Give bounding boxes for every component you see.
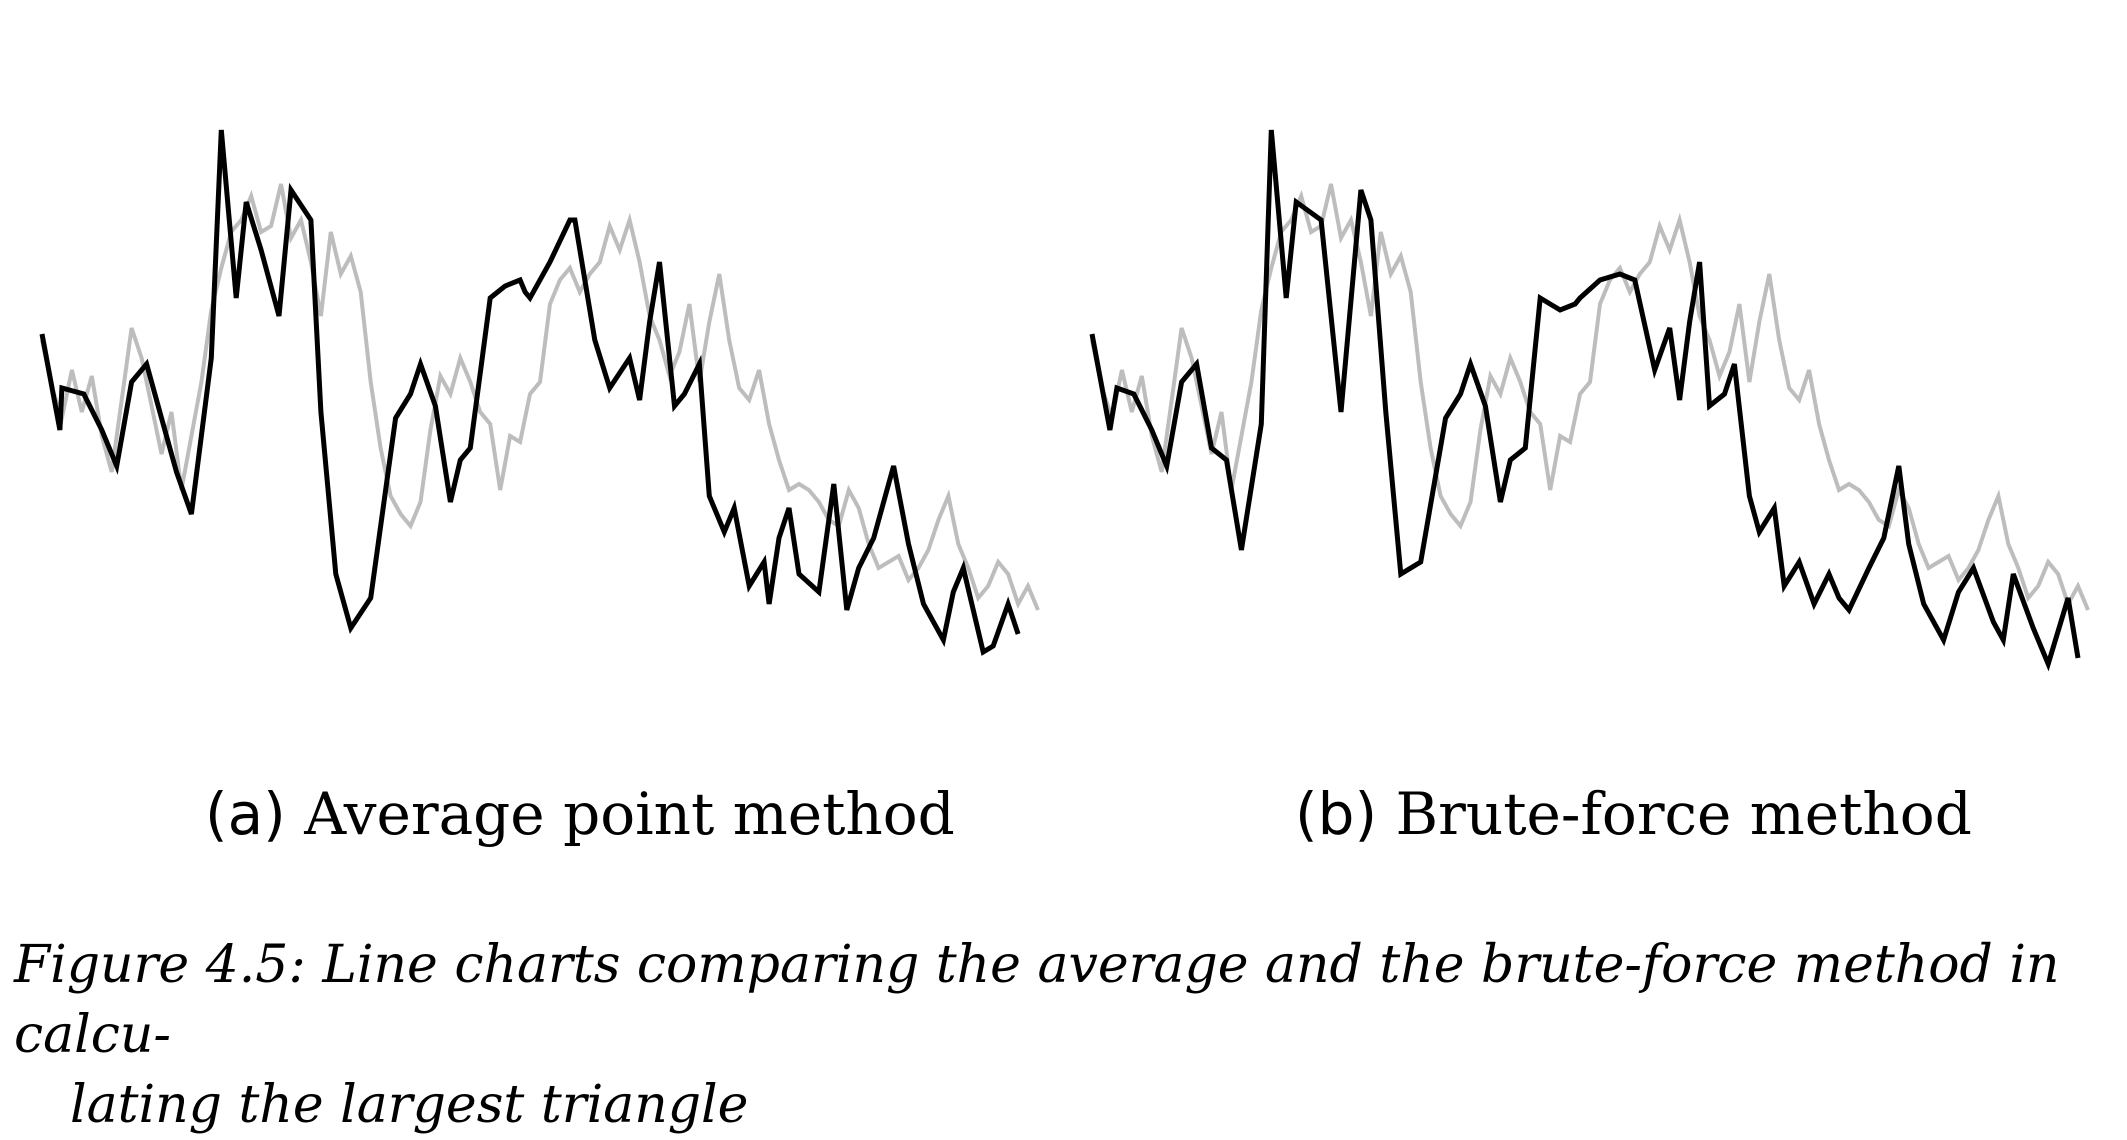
brute-force-downsampled-series-line <box>1089 129 2081 672</box>
figure-caption-line-1: Figure 4.5: Line charts comparing the av… <box>14 935 2060 1065</box>
subcaption-a: (a) Average point method <box>205 780 955 848</box>
brute-force-original-series-line <box>1090 183 2090 611</box>
subcaption-b-text: Brute-force method <box>1395 780 1972 848</box>
figure-caption: Figure 4.5: Line charts comparing the av… <box>14 930 2104 1140</box>
line-chart-average-point-method <box>39 129 1040 656</box>
average-downsampled-series-line <box>39 129 1021 656</box>
chart-panel-a <box>30 80 1050 720</box>
subcaption-a-text: Average point method <box>304 780 955 848</box>
subcaption-a-label: (a) <box>205 780 286 848</box>
subcaption-b-label: (b) <box>1295 780 1378 848</box>
average-original-series-line <box>40 183 1040 611</box>
subcaption-b: (b) Brute-force method <box>1295 780 1972 848</box>
line-chart-brute-force-method <box>1089 129 2090 672</box>
chart-panel-b <box>1080 80 2100 720</box>
figure-caption-line-2: lating the largest triangle <box>70 1075 749 1135</box>
